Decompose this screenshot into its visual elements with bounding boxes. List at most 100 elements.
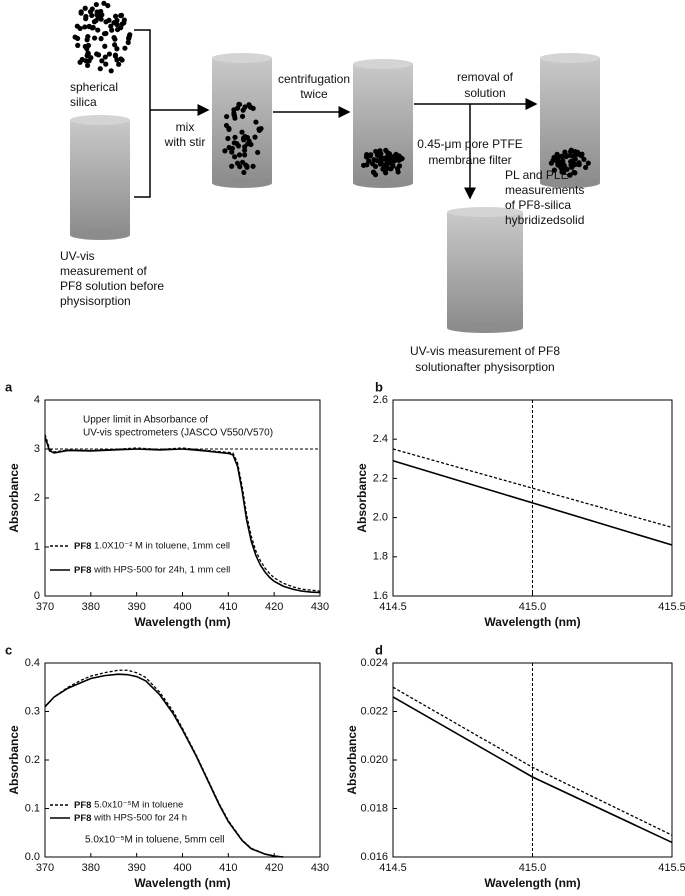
particle [384,161,390,167]
particle [232,134,238,140]
particle [229,163,235,169]
particle [101,31,108,37]
diagram-label: of PF8-silica [505,198,571,212]
particle [581,156,587,162]
y-tick-label: 2.4 [373,433,388,445]
y-axis-label: Absorbance [345,725,359,795]
data-line [44,436,321,594]
x-tick-label: 410 [219,862,237,874]
particle [82,5,88,11]
particle [112,42,118,48]
particle [239,113,246,119]
particle [121,17,127,23]
x-tick-label: 390 [127,862,145,874]
particle [562,149,568,155]
particle [376,150,382,156]
particle [250,105,256,112]
x-tick-label: 415.0 [519,601,547,613]
data-line [392,448,673,529]
particle [571,169,577,176]
particle [569,162,576,169]
particle [232,154,238,160]
particle [224,113,230,120]
particle [106,17,112,23]
particle [223,122,230,129]
x-tick-label: 380 [82,601,100,613]
x-axis-label: Wavelength (nm) [134,615,230,629]
diagram-label: mix [176,120,195,134]
particle [75,42,81,48]
particle [371,169,377,176]
x-tick-label: 390 [127,601,145,613]
particle [82,24,88,30]
legend-entry: PF8 with HPS-500 for 24 h [74,813,187,824]
particle [572,156,578,162]
diagram-label: UV-vis measurement of PF8 [410,344,560,358]
legend-entry: PF8 with HPS-500 for 24h, 1 mm cell [74,565,230,576]
particle [242,144,248,150]
particle [108,23,114,29]
diagram-label: solution [464,86,505,100]
legend-entry: PF8 5.0x10⁻⁵M in toluene [74,800,183,811]
x-tick-label: 410 [219,601,237,613]
x-tick-label: 415.5 [658,862,685,874]
particle [84,62,91,69]
y-axis-label: Absorbance [355,463,369,533]
particle [234,105,241,111]
x-tick-label: 420 [265,601,283,613]
particle [226,126,232,132]
particle [95,27,101,33]
panel-label: b [375,379,383,394]
particle [102,43,108,49]
diagram-label: PL and PLE [505,168,569,182]
x-axis-label: Wavelength (nm) [484,876,580,890]
particle [101,0,107,6]
particle [391,158,397,164]
plot-frame [44,662,321,858]
y-tick-label: 0.2 [25,754,40,766]
particle [555,161,561,167]
particle [95,52,102,58]
data-line [44,669,284,858]
particle [114,57,120,63]
particle [369,161,376,167]
y-tick-label: 2.0 [373,512,388,524]
x-tick-label: 370 [36,862,54,874]
annotation: Upper limit in Absorbance of [83,415,208,426]
particle [253,119,259,125]
diagram-label: twice [300,87,328,101]
particle [399,155,405,162]
particle [108,68,114,74]
particle [116,61,122,67]
particle [86,23,92,30]
particle [83,16,89,22]
particle [89,6,95,12]
particle [84,46,90,52]
particle [551,167,558,173]
x-tick-label: 415.5 [658,601,685,613]
particle [93,1,99,8]
particle [97,66,103,72]
particle [383,170,389,176]
particle [236,152,243,158]
particle [383,147,389,153]
cylinder [353,59,413,188]
particle [250,163,256,169]
particle [118,13,124,19]
particle [112,36,118,42]
y-tick-label: 0 [34,590,40,602]
diagram-label: PF8 solution before [60,279,164,293]
particle [83,58,89,64]
x-tick-label: 414.5 [379,862,407,874]
diagram-label: spherical [70,80,118,94]
y-tick-label: 4 [34,394,40,406]
particle [75,35,81,42]
y-tick-label: 1.6 [373,590,388,602]
particle [240,135,247,141]
particle [127,32,133,38]
particle [388,166,394,172]
particle [231,110,237,116]
